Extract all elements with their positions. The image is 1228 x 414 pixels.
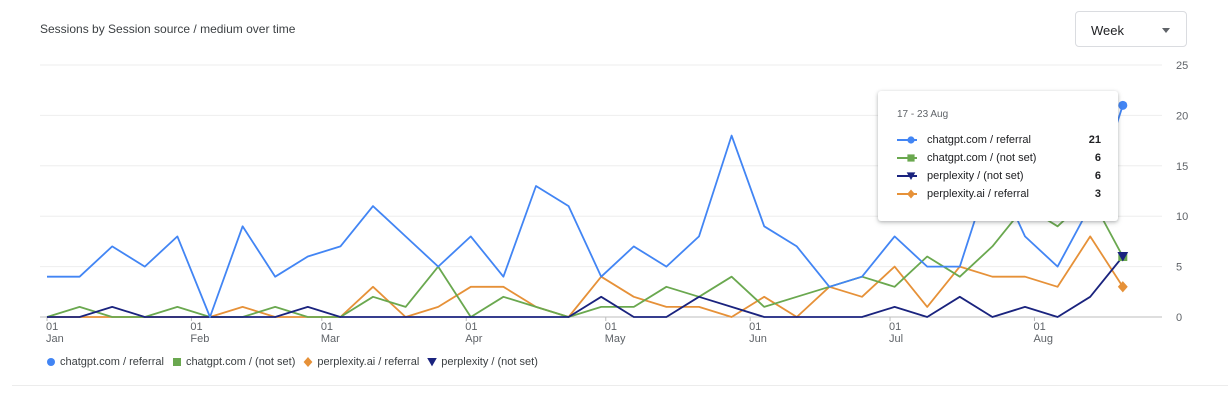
x-tick-day: 01: [749, 321, 761, 333]
x-tick-day: 01: [465, 321, 477, 333]
y-tick-label: 0: [1176, 312, 1182, 324]
tooltip-line-marker-icon: [897, 171, 919, 181]
tooltip-row-value: 3: [1081, 188, 1101, 200]
legend-marker: [304, 357, 313, 367]
diamond-marker-icon: [303, 357, 313, 367]
chart-tooltip: 17 - 23 Aug chatgpt.com / referral 21 ch…: [878, 91, 1118, 221]
tooltip-row: perplexity.ai / referral 3: [897, 185, 1101, 203]
circle-marker-icon: [46, 357, 56, 367]
x-tick-month: May: [605, 333, 626, 345]
tooltip-row-label: perplexity / (not set): [927, 170, 1081, 182]
legend-label: chatgpt.com / referral: [60, 356, 164, 368]
legend-marker: [173, 358, 181, 366]
x-tick-day: 01: [321, 321, 333, 333]
x-tick-month: Feb: [190, 333, 209, 345]
x-tick-day: 01: [190, 321, 202, 333]
divider: [12, 385, 1228, 386]
tooltip-row: chatgpt.com / (not set) 6: [897, 149, 1101, 167]
chart-legend: chatgpt.com / referral chatgpt.com / (no…: [46, 356, 546, 368]
x-tick-day: 01: [605, 321, 617, 333]
x-tick-day: 01: [1033, 321, 1045, 333]
y-tick-label: 5: [1176, 262, 1182, 274]
tooltip-marker: [907, 190, 915, 199]
legend-item-chatgpt-not-set[interactable]: chatgpt.com / (not set): [172, 356, 295, 368]
tooltip-row-label: perplexity.ai / referral: [927, 188, 1081, 200]
legend-label: perplexity.ai / referral: [317, 356, 419, 368]
tooltip-line-marker-icon: [897, 153, 919, 163]
tooltip-row: chatgpt.com / referral 21: [897, 131, 1101, 149]
triangle-down-marker-icon: [427, 357, 437, 367]
y-tick-label: 20: [1176, 110, 1188, 122]
y-tick-label: 10: [1176, 211, 1188, 223]
tooltip-row-value: 21: [1081, 134, 1101, 146]
tooltip-row-value: 6: [1081, 152, 1101, 164]
series-end-marker: [1118, 101, 1127, 110]
series-line: [47, 236, 1123, 317]
legend-item-chatgpt-referral[interactable]: chatgpt.com / referral: [46, 356, 164, 368]
y-tick-label: 25: [1176, 60, 1188, 72]
series-line: [47, 257, 1123, 318]
legend-item-perplexity-referral[interactable]: perplexity.ai / referral: [303, 356, 419, 368]
tooltip-row-label: chatgpt.com / referral: [927, 134, 1081, 146]
square-marker-icon: [172, 357, 182, 367]
tooltip-title: 17 - 23 Aug: [897, 109, 948, 120]
x-tick-month: Jul: [889, 333, 903, 345]
x-tick-month: Aug: [1033, 333, 1053, 345]
x-tick-month: Apr: [465, 333, 482, 345]
tooltip-row-value: 6: [1081, 170, 1101, 182]
x-tick-day: 01: [46, 321, 58, 333]
legend-label: perplexity / (not set): [441, 356, 538, 368]
x-tick-month: Mar: [321, 333, 340, 345]
y-tick-label: 15: [1176, 161, 1188, 173]
legend-label: chatgpt.com / (not set): [186, 356, 295, 368]
legend-marker: [47, 358, 55, 366]
x-tick-day: 01: [889, 321, 901, 333]
x-tick-month: Jun: [749, 333, 767, 345]
tooltip-line-marker-icon: [897, 135, 919, 145]
tooltip-marker: [907, 154, 914, 161]
tooltip-marker: [907, 136, 914, 143]
legend-item-perplexity-not-set[interactable]: perplexity / (not set): [427, 356, 538, 368]
tooltip-line-marker-icon: [897, 189, 919, 199]
tooltip-row-label: chatgpt.com / (not set): [927, 152, 1081, 164]
legend-marker: [427, 358, 437, 366]
tooltip-row: perplexity / (not set) 6: [897, 167, 1101, 185]
x-tick-month: Jan: [46, 333, 64, 345]
